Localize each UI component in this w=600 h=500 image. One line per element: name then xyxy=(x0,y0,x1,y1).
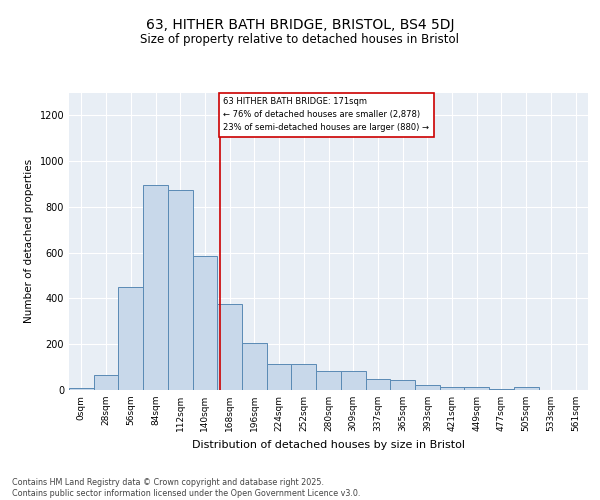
Bar xyxy=(69,388,94,390)
Bar xyxy=(267,364,292,390)
Bar xyxy=(316,370,341,390)
Bar xyxy=(489,389,514,390)
Y-axis label: Number of detached properties: Number of detached properties xyxy=(24,159,34,324)
Text: 63, HITHER BATH BRIDGE, BRISTOL, BS4 5DJ: 63, HITHER BATH BRIDGE, BRISTOL, BS4 5DJ xyxy=(146,18,454,32)
Bar xyxy=(118,287,143,390)
Bar xyxy=(168,190,193,390)
Bar xyxy=(217,304,242,390)
Bar xyxy=(440,386,464,390)
Bar xyxy=(193,256,217,390)
Text: Contains HM Land Registry data © Crown copyright and database right 2025.
Contai: Contains HM Land Registry data © Crown c… xyxy=(12,478,361,498)
Text: Size of property relative to detached houses in Bristol: Size of property relative to detached ho… xyxy=(140,32,460,46)
Bar xyxy=(143,185,168,390)
Text: 63 HITHER BATH BRIDGE: 171sqm
← 76% of detached houses are smaller (2,878)
23% o: 63 HITHER BATH BRIDGE: 171sqm ← 76% of d… xyxy=(223,97,430,132)
Bar xyxy=(341,370,365,390)
Bar xyxy=(292,364,316,390)
X-axis label: Distribution of detached houses by size in Bristol: Distribution of detached houses by size … xyxy=(192,440,465,450)
Bar xyxy=(514,386,539,390)
Bar xyxy=(94,375,118,390)
Bar xyxy=(390,380,415,390)
Bar xyxy=(415,386,440,390)
Bar xyxy=(242,343,267,390)
Bar xyxy=(365,378,390,390)
Bar xyxy=(464,388,489,390)
